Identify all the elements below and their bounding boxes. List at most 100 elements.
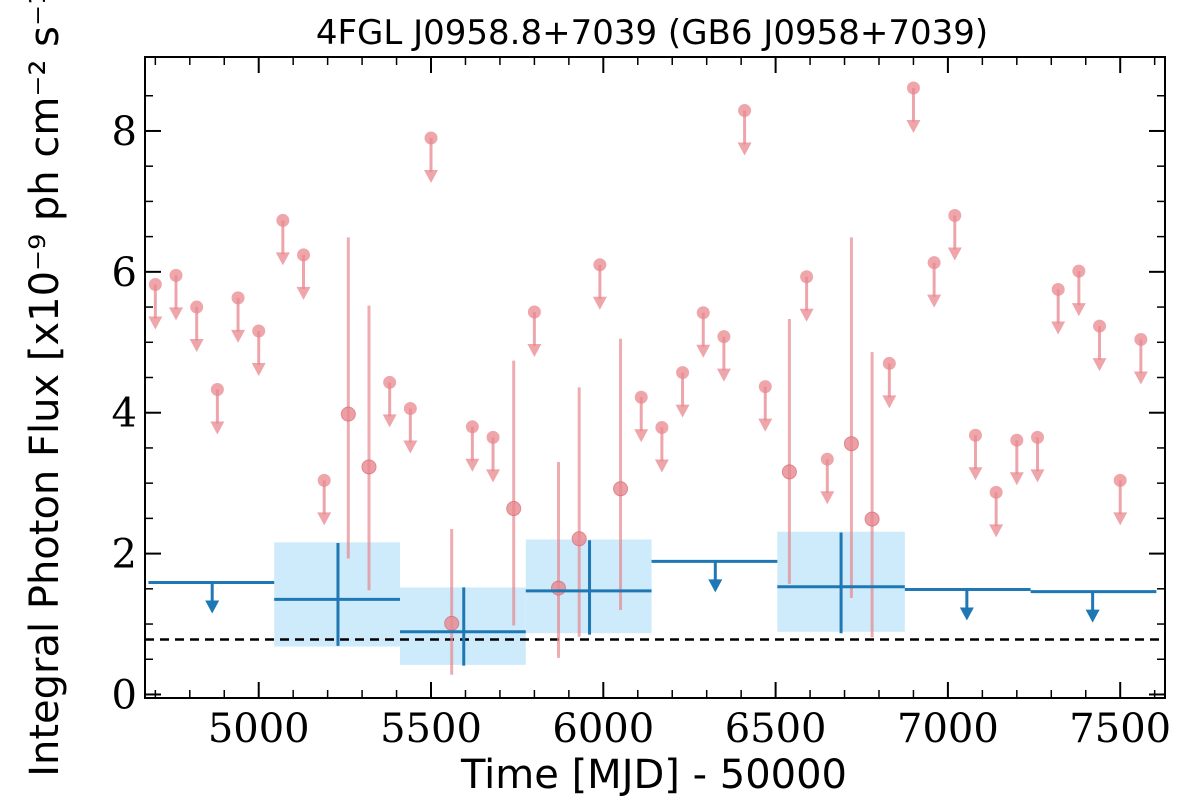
- detection-point: [361, 459, 377, 475]
- upper-limit-arrow-head: [882, 395, 897, 409]
- upper-limit-arrow-head: [424, 170, 439, 184]
- upper-limit-point: [210, 382, 224, 396]
- upper-limit-arrow-head: [169, 307, 184, 321]
- chart-title: 4FGL J0958.8+7039 (GB6 J0958+7039): [316, 13, 988, 53]
- upper-limit-arrow-head: [275, 252, 290, 266]
- upper-limit-point: [297, 248, 311, 262]
- upper-limit-arrow-head: [1030, 469, 1045, 483]
- upper-limit-arrow-head: [696, 344, 711, 358]
- upper-limit-point: [676, 366, 690, 380]
- x-tick-label: 6500: [725, 706, 827, 752]
- upper-limit-point: [906, 81, 920, 95]
- y-tick-label: 6: [112, 250, 137, 296]
- detection-point: [506, 501, 522, 517]
- detection-point: [843, 436, 859, 452]
- upper-limit-arrow-head: [486, 469, 501, 483]
- x-tick-label: 5000: [208, 706, 310, 752]
- upper-limit-point: [403, 401, 417, 415]
- detection-point: [340, 406, 356, 422]
- upper-limit-point: [1072, 264, 1086, 278]
- coarse-upper-limit-arrow-head: [1085, 609, 1100, 623]
- coarse-upper-limit-arrow-head: [708, 579, 723, 593]
- detection-point: [864, 511, 880, 527]
- x-tick-label: 7500: [1069, 706, 1171, 752]
- upper-limit-point: [696, 306, 710, 320]
- upper-limit-arrow-head: [1113, 512, 1128, 526]
- upper-limit-arrow-head: [1071, 303, 1086, 317]
- upper-limit-arrow-head: [1133, 371, 1148, 385]
- upper-limit-point: [527, 305, 541, 319]
- upper-limit-point: [169, 268, 183, 282]
- y-tick-label: 0: [112, 672, 137, 718]
- upper-limit-arrow-head: [737, 142, 752, 156]
- upper-limit-point: [383, 375, 397, 389]
- upper-limit-point: [1051, 282, 1065, 296]
- upper-limit-arrow-head: [210, 421, 225, 435]
- y-tick-label: 2: [112, 532, 137, 578]
- coarse-upper-limit-arrow-head: [959, 607, 974, 621]
- upper-limit-arrow-head: [927, 294, 942, 308]
- upper-limit-arrow-head: [820, 491, 835, 505]
- upper-limit-point: [148, 278, 162, 292]
- upper-limit-arrow-head: [251, 363, 266, 377]
- upper-limit-point: [317, 473, 331, 487]
- upper-limit-arrow-head: [947, 247, 962, 261]
- upper-limit-arrow-head: [148, 316, 163, 330]
- upper-limit-point: [465, 420, 479, 434]
- detection-point: [444, 615, 460, 631]
- upper-limit-point: [758, 380, 772, 394]
- upper-limit-arrow-head: [634, 429, 649, 443]
- y-axis-label: Integral Photon Flux [x10⁻⁹ ph cm⁻² s⁻¹]: [22, 0, 68, 777]
- upper-limit-arrow-head: [527, 343, 542, 357]
- upper-limit-arrow-head: [231, 329, 246, 343]
- upper-limit-point: [927, 256, 941, 270]
- upper-limit-arrow-head: [1051, 321, 1066, 335]
- upper-limit-point: [717, 330, 731, 344]
- upper-limit-arrow-head: [403, 440, 418, 454]
- upper-limit-point: [1134, 332, 1148, 346]
- upper-limit-point: [820, 452, 834, 466]
- upper-limit-point: [882, 356, 896, 370]
- x-tick-label: 6000: [552, 706, 654, 752]
- upper-limit-arrow-head: [654, 459, 669, 473]
- upper-limit-point: [593, 258, 607, 272]
- upper-limit-arrow-head: [465, 458, 480, 472]
- upper-limit-arrow-head: [675, 404, 690, 418]
- upper-limit-point: [486, 430, 500, 444]
- upper-limit-point: [424, 131, 438, 145]
- coarse-upper-limit-arrow-head: [205, 600, 220, 614]
- upper-limit-arrow-head: [592, 296, 607, 310]
- detection-point: [571, 531, 587, 547]
- upper-limit-arrow-head: [989, 524, 1004, 538]
- x-axis-label: Time [MJD] - 50000: [460, 752, 847, 798]
- upper-limit-arrow-head: [382, 414, 397, 428]
- upper-limit-arrow-head: [317, 512, 332, 526]
- y-tick-label: 8: [112, 109, 137, 155]
- plot-area: 5000 5500 6000 6500 7000 7500 0 2 4 6 8: [112, 56, 1171, 752]
- upper-limit-arrow-head: [189, 339, 204, 353]
- upper-limit-point: [190, 300, 204, 314]
- upper-limit-arrow-head: [906, 119, 921, 133]
- upper-limit-point: [989, 485, 1003, 499]
- upper-limit-point: [1113, 473, 1127, 487]
- upper-limit-point: [800, 270, 814, 284]
- x-tick-label: 5500: [380, 706, 482, 752]
- upper-limit-point: [276, 213, 290, 227]
- x-tick-label: 7000: [897, 706, 999, 752]
- upper-limit-point: [634, 390, 648, 404]
- upper-limit-arrow-head: [1009, 472, 1024, 486]
- upper-limit-point: [1093, 319, 1107, 333]
- upper-limit-arrow-head: [296, 286, 311, 300]
- detection-point: [613, 481, 629, 497]
- y-tick-label: 4: [112, 391, 137, 437]
- upper-limit-point: [968, 428, 982, 442]
- upper-limit-point: [738, 104, 752, 118]
- upper-limit-arrow-head: [799, 308, 814, 322]
- upper-limit-arrow-head: [758, 418, 773, 432]
- upper-limit-point: [1010, 433, 1024, 447]
- upper-limit-point: [231, 291, 245, 305]
- upper-limit-arrow-head: [1092, 358, 1107, 372]
- upper-limit-point: [252, 324, 266, 338]
- detection-point: [781, 464, 797, 480]
